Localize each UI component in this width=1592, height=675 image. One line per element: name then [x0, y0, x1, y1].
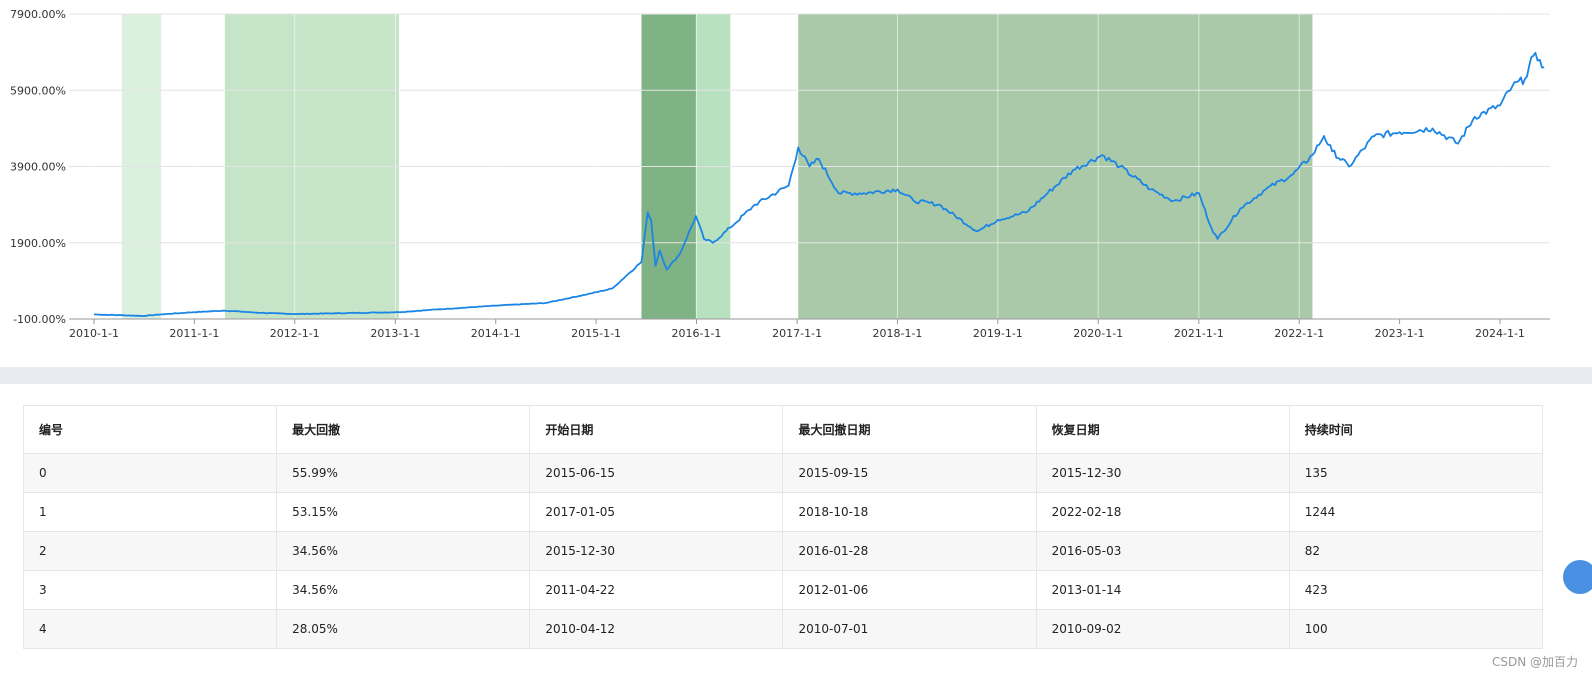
table-cell: 2022-02-18 — [1035, 492, 1290, 532]
table-cell: 2015-09-15 — [782, 453, 1037, 493]
cumulative-return-line — [93, 51, 1545, 317]
table-cell: 2018-10-18 — [782, 492, 1037, 532]
x-tick-label: 2015-1-1 — [571, 327, 621, 340]
table-cell: 1 — [22, 492, 278, 532]
table-cell: 3 — [22, 570, 278, 610]
y-tick-label: 5900.00% — [10, 84, 66, 97]
table-header-row: 编号 最大回撤 开始日期 最大回撤日期 恢复日期 持续时间 — [22, 405, 1544, 454]
table-cell: 2013-01-14 — [1035, 570, 1290, 610]
floating-assistant-button[interactable] — [1563, 560, 1592, 594]
table-cell: 423 — [1288, 570, 1544, 610]
table-cell: 2016-05-03 — [1035, 531, 1290, 571]
y-tick-label: 7900.00% — [10, 8, 66, 21]
table-row: 0 55.99% 2015-06-15 2015-09-15 2015-12-30 135 — [22, 453, 1544, 493]
x-tick-label: 2013-1-1 — [370, 327, 420, 340]
table-cell: 2015-12-30 — [529, 531, 784, 571]
drawdown-chart: -100.00% 1900.00% 3900.00% 5900.00% 7900.00%… — [10, 8, 1550, 340]
table-cell: 28.05% — [276, 609, 531, 649]
table-cell: 55.99% — [276, 453, 531, 493]
x-tick-label: 2020-1-1 — [1073, 327, 1123, 340]
table-cell: 82 — [1288, 531, 1544, 571]
x-tick-label: 2022-1-1 — [1274, 327, 1324, 340]
x-tick-label: 2018-1-1 — [873, 327, 923, 340]
column-header: 恢复日期 — [1035, 405, 1290, 454]
table-cell: 53.15% — [276, 492, 531, 532]
table-cell: 1244 — [1288, 492, 1544, 532]
table-row: 4 28.05% 2010-04-12 2010-07-01 2010-09-02 100 — [22, 609, 1544, 649]
x-tick-label: 2011-1-1 — [169, 327, 219, 340]
x-tick-label: 2012-1-1 — [270, 327, 320, 340]
y-tick-label: 1900.00% — [10, 237, 66, 250]
chart-series — [93, 51, 1545, 317]
table-cell: 2010-09-02 — [1035, 609, 1290, 649]
table-cell: 2010-07-01 — [782, 609, 1037, 649]
chart-axes: -100.00% 1900.00% 3900.00% 5900.00% 7900.00%… — [10, 8, 1550, 340]
drawdown-table: 编号 最大回撤 开始日期 最大回撤日期 恢复日期 持续时间 0 55.99% 2015-06-… — [22, 405, 1544, 649]
table-cell: 4 — [22, 609, 278, 649]
x-tick-label: 2010-1-1 — [69, 327, 119, 340]
drawdown-table-container: 编号 最大回撤 开始日期 最大回撤日期 恢复日期 持续时间 0 55.99% 2015-06-… — [22, 405, 1544, 649]
table-cell: 2016-01-28 — [782, 531, 1037, 571]
x-tick-label: 2021-1-1 — [1174, 327, 1224, 340]
table-cell: 2017-01-05 — [529, 492, 784, 532]
table-cell: 0 — [22, 453, 278, 493]
table-body: 0 55.99% 2015-06-15 2015-09-15 2015-12-30 135… — [22, 453, 1544, 649]
x-tick-label: 2016-1-1 — [672, 327, 722, 340]
x-tick-label: 2024-1-1 — [1475, 327, 1525, 340]
column-header: 编号 — [22, 405, 278, 454]
table-cell: 2010-04-12 — [529, 609, 784, 649]
table-cell: 2012-01-06 — [782, 570, 1037, 610]
watermark-text: CSDN @加百力 — [1491, 655, 1578, 669]
section-divider — [0, 367, 1592, 384]
table-cell: 2015-06-15 — [529, 453, 784, 493]
table-cell: 2011-04-22 — [529, 570, 784, 610]
column-header: 最大回撤 — [276, 405, 531, 454]
x-tick-label: 2017-1-1 — [772, 327, 822, 340]
table-cell: 34.56% — [276, 531, 531, 571]
y-tick-label: -100.00% — [13, 313, 66, 326]
x-tick-label: 2014-1-1 — [471, 327, 521, 340]
x-tick-label: 2023-1-1 — [1375, 327, 1425, 340]
chart-svg: -100.00% 1900.00% 3900.00% 5900.00% 7900.00%… — [10, 8, 1550, 340]
column-header: 持续时间 — [1288, 405, 1544, 454]
column-header: 开始日期 — [529, 405, 784, 454]
table-cell: 34.56% — [276, 570, 531, 610]
y-tick-label: 3900.00% — [10, 161, 66, 174]
table-cell: 135 — [1288, 453, 1544, 493]
table-cell: 2015-12-30 — [1035, 453, 1290, 493]
table-row: 3 34.56% 2011-04-22 2012-01-06 2013-01-14 423 — [22, 570, 1544, 610]
table-row: 1 53.15% 2017-01-05 2018-10-18 2022-02-18 124… — [22, 492, 1544, 532]
table-row: 2 34.56% 2015-12-30 2016-01-28 2016-05-03 82 — [22, 531, 1544, 571]
table-cell: 2 — [22, 531, 278, 571]
table-cell: 100 — [1288, 609, 1544, 649]
x-tick-label: 2019-1-1 — [973, 327, 1023, 340]
column-header: 最大回撤日期 — [782, 405, 1037, 454]
